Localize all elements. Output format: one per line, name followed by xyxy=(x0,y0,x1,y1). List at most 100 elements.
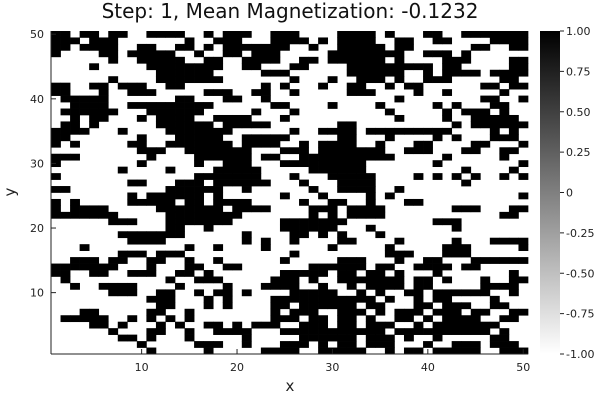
heatmap-cell xyxy=(232,328,243,335)
heatmap-cell xyxy=(289,276,300,284)
heatmap-cell xyxy=(70,263,80,271)
heatmap-cell xyxy=(184,43,195,51)
heatmap-cell xyxy=(365,76,376,84)
heatmap-cell xyxy=(136,160,147,168)
heatmap-cell xyxy=(461,341,472,348)
heatmap-cell xyxy=(89,321,100,329)
y-tick-label: 30 xyxy=(30,157,44,170)
heatmap-cell xyxy=(213,114,224,122)
heatmap-cell xyxy=(442,50,453,58)
heatmap-cell xyxy=(155,321,166,329)
heatmap-cell xyxy=(260,89,271,96)
heatmap-cell xyxy=(346,121,357,129)
heatmap-cell xyxy=(470,321,481,329)
heatmap-cell xyxy=(499,237,510,245)
heatmap-cell xyxy=(337,263,348,271)
heatmap-cell xyxy=(60,31,71,38)
heatmap-cells xyxy=(51,31,529,355)
heatmap-cell xyxy=(384,134,395,142)
heatmap-cell xyxy=(308,295,319,303)
heatmap-cell xyxy=(60,82,71,90)
heatmap-cell xyxy=(136,147,147,155)
heatmap-cell xyxy=(423,147,433,155)
heatmap-cell xyxy=(318,127,329,135)
heatmap-cell xyxy=(442,321,453,329)
heatmap-cell xyxy=(98,270,109,277)
heatmap-cell xyxy=(318,160,329,168)
heatmap-cell xyxy=(384,341,395,348)
heatmap-cell xyxy=(384,347,395,355)
heatmap-cell xyxy=(184,244,195,251)
heatmap-cell xyxy=(127,82,138,90)
heatmap-cell xyxy=(117,218,128,226)
heatmap-cell xyxy=(146,263,157,271)
heatmap-cell xyxy=(327,102,338,109)
heatmap-cell xyxy=(337,257,348,264)
heatmap-cell xyxy=(337,315,348,323)
heatmap-cell xyxy=(155,257,166,264)
heatmap-cell xyxy=(184,102,195,109)
heatmap-cell xyxy=(146,102,157,109)
heatmap-cell xyxy=(203,276,214,284)
heatmap-cell xyxy=(165,289,176,297)
heatmap-cell xyxy=(241,173,252,180)
heatmap-cell xyxy=(394,308,405,316)
heatmap-cell xyxy=(337,334,348,342)
heatmap-cell xyxy=(232,263,243,271)
heatmap-cell xyxy=(327,224,338,232)
heatmap-cell xyxy=(480,289,491,297)
heatmap-cell xyxy=(146,295,157,303)
heatmap-cell xyxy=(489,257,500,264)
heatmap-cell xyxy=(308,218,319,226)
heatmap-cell xyxy=(184,76,195,84)
heatmap-cell xyxy=(203,127,214,135)
heatmap-cell xyxy=(70,198,80,206)
heatmap-cell xyxy=(165,50,176,58)
heatmap-cell xyxy=(241,56,252,64)
heatmap-cell xyxy=(251,108,262,116)
heatmap-cell xyxy=(375,69,386,77)
heatmap-cell xyxy=(51,140,61,148)
heatmap-cell xyxy=(346,328,357,335)
heatmap-cell xyxy=(508,166,519,174)
heatmap-cell xyxy=(175,108,185,116)
heatmap-cell xyxy=(70,121,80,129)
heatmap-cell xyxy=(470,108,481,116)
heatmap-cell xyxy=(461,69,472,77)
heatmap-cell xyxy=(222,50,233,58)
heatmap-cell xyxy=(470,289,481,297)
heatmap-cell xyxy=(213,341,224,348)
heatmap-cell xyxy=(251,173,262,180)
heatmap-cell xyxy=(184,95,195,103)
heatmap-cell xyxy=(222,302,233,310)
heatmap-cell xyxy=(499,114,510,122)
heatmap-cell xyxy=(184,140,195,148)
heatmap-cell xyxy=(365,31,376,38)
heatmap-cell xyxy=(184,127,195,135)
heatmap-cell xyxy=(365,69,376,77)
heatmap-cell xyxy=(165,231,176,239)
heatmap-cell xyxy=(289,347,300,355)
heatmap-cell xyxy=(299,179,309,187)
heatmap-cell xyxy=(194,50,204,58)
heatmap-cell xyxy=(98,114,109,122)
heatmap-cell xyxy=(442,295,453,303)
heatmap-cell xyxy=(70,127,80,135)
heatmap-cell xyxy=(394,114,405,122)
heatmap-cell xyxy=(461,56,472,64)
heatmap-cell xyxy=(79,43,90,51)
heatmap-cell xyxy=(213,89,224,96)
heatmap-cell xyxy=(470,147,481,155)
heatmap-cell xyxy=(98,37,109,45)
heatmap-cell xyxy=(318,231,329,239)
heatmap-cell xyxy=(403,308,414,316)
heatmap-cell xyxy=(146,147,157,155)
heatmap-cell xyxy=(232,173,243,180)
heatmap-cell xyxy=(175,186,185,193)
heatmap-cell xyxy=(384,321,395,329)
heatmap-cell xyxy=(175,282,185,290)
heatmap-cell xyxy=(175,63,185,71)
heatmap-cell xyxy=(346,321,357,329)
colorbar-ticks: 1.00 0.75 0.50 0.25 0 -0.25 -0.50 -0.75 -1.00 xyxy=(560,25,594,361)
heatmap-cell xyxy=(308,334,319,342)
